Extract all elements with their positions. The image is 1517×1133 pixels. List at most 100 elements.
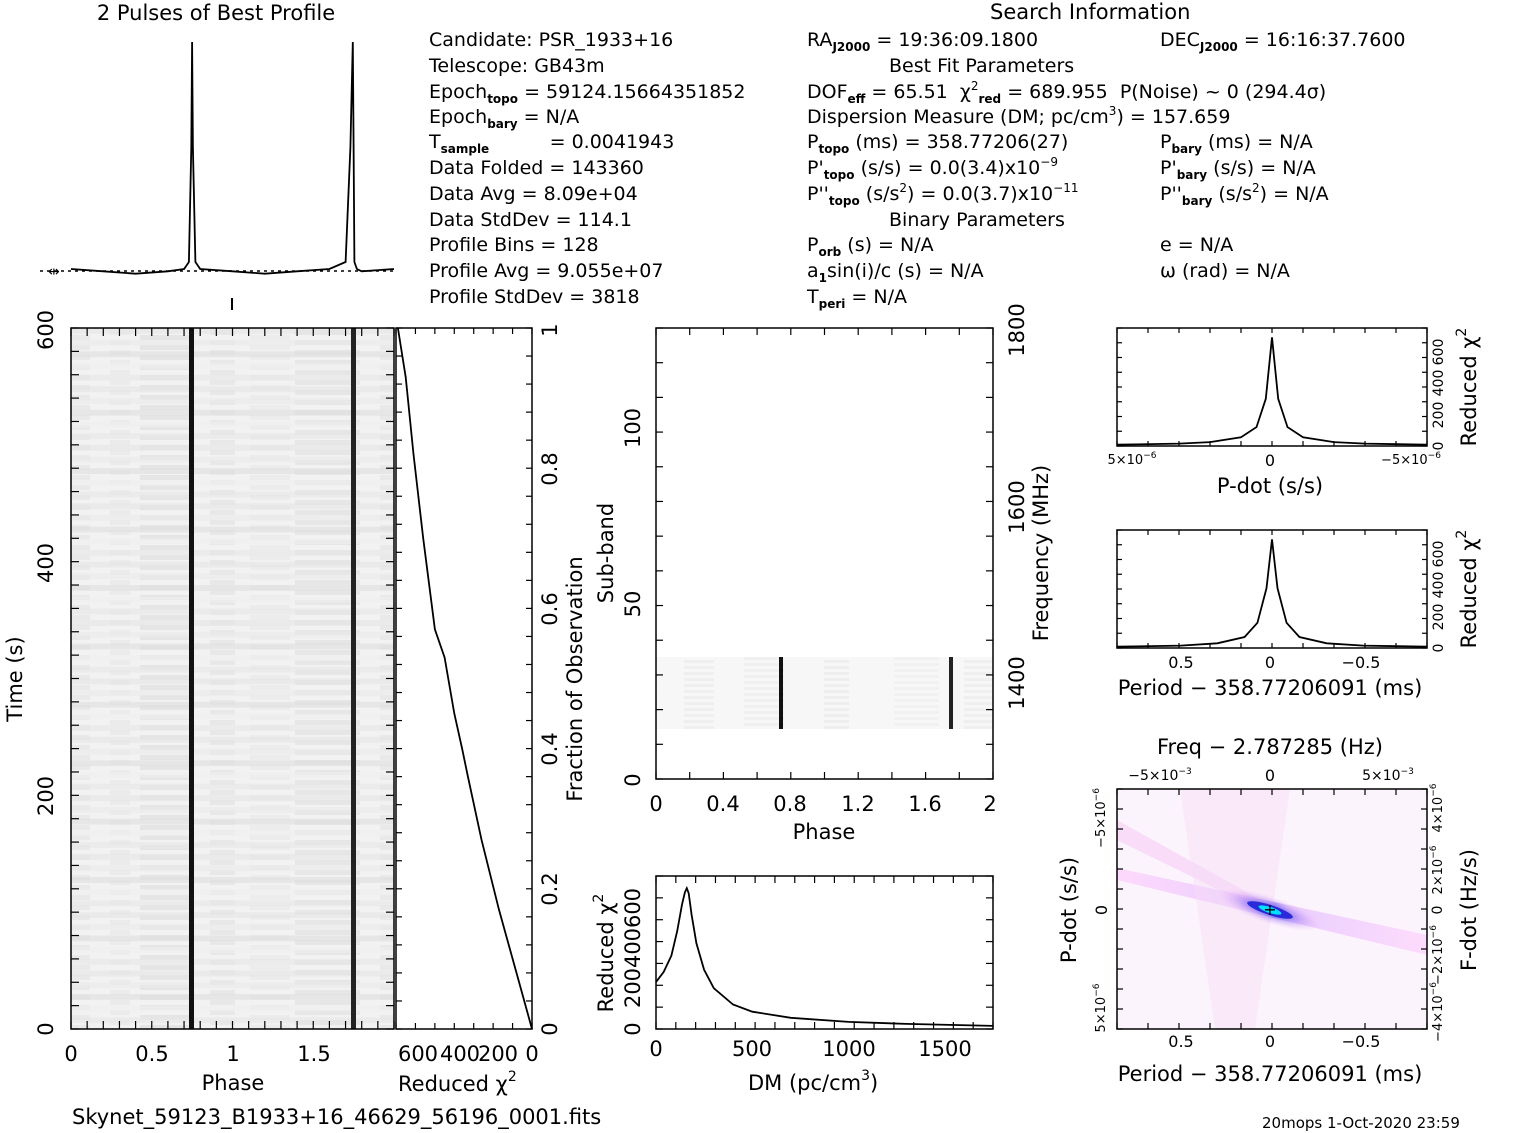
sb-xlabel: Phase	[793, 820, 856, 844]
dec-value: = 16:16:37.7600	[1243, 29, 1406, 51]
pe-xtick-1: 0	[1265, 653, 1275, 672]
pe-xlabel: Period − 358.77206091 (ms)	[1118, 676, 1423, 700]
footer-filename: Skynet_59123_B1933+16_46629_56196_0001.f…	[72, 1105, 601, 1130]
pd-xtick-0: 5×10−6	[1108, 451, 1157, 468]
pd-ylabel: Reduced χ2	[1454, 328, 1481, 447]
ppdot-panel: + Freq − 2.787285 (Hz) −5×10−3 0 5×10−3 …	[1057, 735, 1481, 1086]
sb-xtick-3: 1.2	[841, 792, 874, 816]
ppdot-best-marker: +	[1263, 900, 1276, 919]
telescope-line: Telescope: GB43m	[429, 55, 605, 77]
pdd-topo-line: P''topo (s/s2) = 0.0(3.7)x10−11	[807, 181, 1079, 208]
chi2-time-frame	[395, 327, 533, 1030]
time-phase-strip	[71, 491, 394, 498]
tp-ytick-1: 200	[34, 776, 58, 816]
time-phase-strip	[71, 421, 394, 428]
data-stddev-line: Data StdDev = 114.1	[429, 209, 632, 231]
pd-bary-line: P'bary (s/s) = N/A	[1160, 157, 1316, 182]
time-phase-strip	[71, 538, 394, 545]
ct-xtick-0: 600	[398, 1042, 438, 1066]
pe-xtick-0: 0.5	[1168, 653, 1193, 672]
pdot-ticks	[1116, 327, 1428, 447]
time-phase-strip	[71, 690, 394, 696]
ct-ytick-4: 0.8	[538, 452, 562, 485]
time-phase-strip	[71, 655, 394, 661]
pp-y2tick-4: −4×10−6	[1429, 982, 1446, 1042]
ppdot-ticks	[1116, 788, 1428, 1030]
time-phase-strip	[71, 923, 394, 930]
pd-xtick-2: −5×10−6	[1381, 451, 1441, 468]
time-phase-strip	[71, 444, 394, 451]
time-phase-strip	[71, 736, 394, 743]
pd-topo-value: (s/s) = 0.0(3.4)x10	[860, 157, 1041, 179]
p-orb-value: (s) = N/A	[847, 234, 934, 256]
pp-y2tick-1: 2×10−6	[1429, 845, 1446, 894]
p-orb-line: Porb (s) = N/A	[807, 234, 934, 259]
time-phase-strip	[71, 608, 394, 615]
time-phase-strip	[71, 503, 394, 510]
pe-ytick-1: 200	[1431, 604, 1447, 631]
epoch-topo-value: = 59124.15664351852	[524, 81, 746, 103]
time-phase-strip	[71, 585, 394, 591]
pp-xlabel: Period − 358.77206091 (ms)	[1118, 1062, 1423, 1086]
ct-xtick-3: 0	[525, 1042, 538, 1066]
time-phase-strip	[71, 900, 394, 907]
time-phase-strip	[71, 853, 394, 860]
pdd-bary-tail: ) = N/A	[1259, 183, 1329, 205]
sb-y2label: Frequency (MHz)	[1029, 465, 1053, 641]
period-panel: 0.5 0 −0.5 Period − 358.77206091 (ms) 0 …	[1116, 529, 1481, 700]
chi2-time-ticks	[395, 327, 533, 1030]
dm-curve-line	[655, 885, 994, 1027]
a1sini-line: a1sin(i)/c (s) = N/A	[807, 260, 984, 285]
pdd-topo-tail: ) = 0.0(3.7)x10	[907, 183, 1054, 205]
sb-y2tick-1: 1600	[1005, 480, 1029, 533]
time-phase-strip	[71, 643, 394, 650]
pp-ylabel: P-dot (s/s)	[1057, 857, 1081, 963]
time-phase-strip	[71, 912, 394, 918]
pulse-track-1	[189, 328, 194, 1029]
pe-ytick-0: 0	[1431, 644, 1447, 653]
time-phase-strip	[71, 468, 394, 474]
profile-line	[70, 41, 395, 275]
sb-xtick-1: 0.4	[706, 792, 739, 816]
time-phase-strip	[71, 386, 394, 393]
epoch-bary-value: = N/A	[523, 106, 580, 128]
time-phase-strip	[71, 620, 394, 626]
tp-ylabel: Time (s)	[3, 636, 27, 722]
profile-panel: 2 Pulses of Best Profile ⇹	[40, 1, 395, 280]
dm-ytick-3: 600	[621, 888, 645, 928]
period-ticks	[1116, 529, 1428, 649]
time-phase-strip	[71, 830, 394, 837]
time-phase-strip	[71, 713, 394, 720]
time-phase-strip	[71, 433, 394, 439]
candidate-line: Candidate: PSR_1933+16	[429, 29, 674, 51]
ecc-line: e = N/A	[1160, 234, 1234, 256]
pp-ytick-1: 0	[1092, 905, 1111, 915]
p-bary-value: (ms) = N/A	[1207, 131, 1313, 153]
pdot-curve-line	[1116, 337, 1428, 446]
epoch-topo-line: Epochtopo = 59124.15664351852	[429, 81, 746, 106]
time-phase-strip	[71, 842, 394, 848]
ct-ylabel: Fraction of Observation	[563, 556, 587, 801]
sb-y2tick-0: 1400	[1005, 656, 1029, 709]
time-phase-strip	[71, 970, 394, 977]
pp-toptick-2: 5×10−3	[1362, 767, 1414, 784]
time-phase-strip	[71, 772, 394, 778]
subband-panel: 0 0.4 0.8 1.2 1.6 2 Phase 0 50 100 Sub-b…	[594, 303, 1053, 844]
data-avg-line: Data Avg = 8.09e+04	[429, 183, 638, 205]
time-phase-strip	[71, 409, 394, 416]
dm-text: Dispersion Measure (DM; pc/cm	[807, 106, 1109, 128]
dm-ticks	[655, 875, 994, 1030]
pd-topo-line: P'topo (s/s) = 0.0(3.4)x10−9	[807, 155, 1058, 182]
time-phase-strips	[71, 328, 394, 1024]
subband-ticks	[655, 327, 994, 780]
pd-ytick-3: 600	[1431, 339, 1447, 366]
time-phase-strip	[71, 550, 394, 556]
time-phase-strip	[71, 561, 394, 568]
time-phase-strip	[71, 877, 394, 883]
tp-xlabel: Phase	[202, 1071, 265, 1095]
time-phase-strip	[71, 760, 394, 767]
pd-ytick-0: 0	[1431, 442, 1447, 451]
time-phase-strip	[71, 865, 394, 872]
time-phase-strip	[71, 935, 394, 942]
time-phase-strip	[71, 982, 394, 989]
